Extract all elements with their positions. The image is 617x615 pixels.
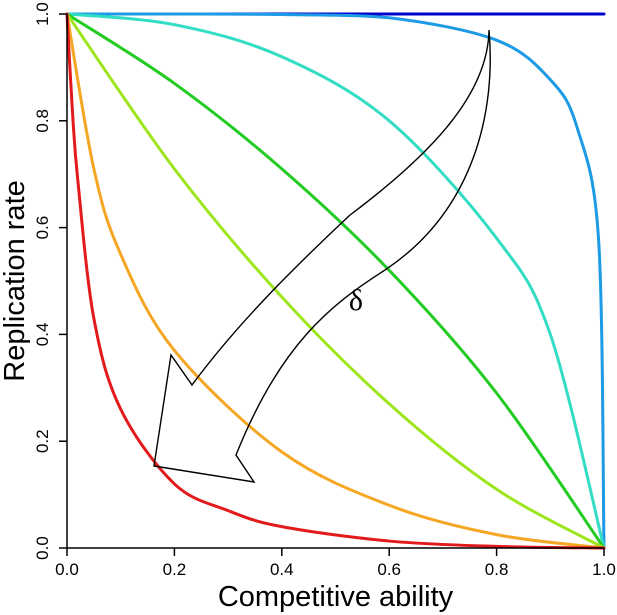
x-tick-label: 0.0 xyxy=(55,560,79,579)
y-tick-label: 0.2 xyxy=(33,429,52,453)
annotation-layer: δ xyxy=(153,29,491,483)
x-tick-label: 0.6 xyxy=(377,560,401,579)
axes: 0.0 0.2 0.4 0.6 0.8 1.0 0.0 0.2 0.4 0.6 0.8 1.0 xyxy=(33,2,616,579)
series-line-3 xyxy=(65,12,606,550)
y-tick-label: 0.8 xyxy=(33,109,52,133)
x-axis-title: Competitive ability xyxy=(218,581,454,613)
y-tick-label: 1.0 xyxy=(33,2,52,26)
series-line-2 xyxy=(65,12,606,550)
series-line-5 xyxy=(65,12,606,550)
y-axis-title: Replication rate xyxy=(0,180,31,382)
delta-label: δ xyxy=(349,284,363,317)
x-tick-label: 1.0 xyxy=(592,560,616,579)
series-line-7 xyxy=(65,12,606,550)
delta-arrow xyxy=(153,29,491,483)
x-tick-label: 0.2 xyxy=(163,560,187,579)
y-tick-label: 0.0 xyxy=(33,536,52,560)
series-line-6 xyxy=(65,12,606,550)
x-tick-label: 0.8 xyxy=(485,560,509,579)
series-line-4 xyxy=(65,12,606,550)
x-tick-label: 0.4 xyxy=(270,560,294,579)
y-tick-label: 0.4 xyxy=(33,323,52,347)
y-tick-label: 0.6 xyxy=(33,216,52,240)
series-layer xyxy=(65,12,606,550)
